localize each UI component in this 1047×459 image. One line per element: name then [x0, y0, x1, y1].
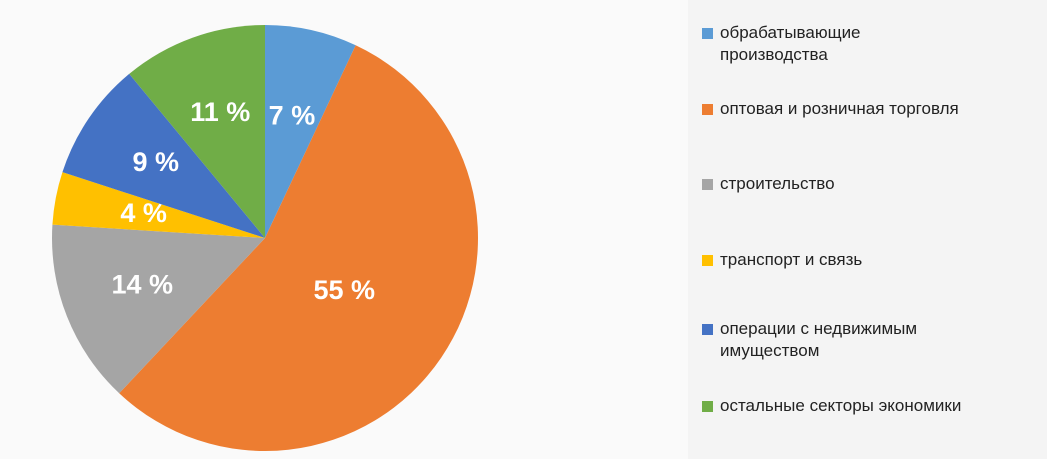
pie-slice	[51, 224, 265, 394]
data-label: 11 %	[190, 97, 250, 127]
legend-label: транспорт и связь	[720, 250, 863, 269]
legend-swatch	[702, 255, 713, 266]
legend-item: операции с недвижимым имуществом	[702, 318, 1032, 362]
pie-area: 7 %55 %14 %4 %9 %11 %	[51, 25, 479, 452]
data-label: 14 %	[111, 270, 173, 300]
legend-label: операции с недвижимым имуществом	[720, 319, 918, 360]
legend-label: строительство	[720, 174, 835, 193]
legend-item: транспорт и связь	[702, 249, 1032, 271]
legend-item: строительство	[702, 173, 1032, 195]
legend-label: обрабатывающие производства	[720, 23, 861, 64]
pie-slice	[52, 172, 266, 238]
data-label: 9 %	[133, 147, 180, 177]
legend-label: оптовая и розничная торговля	[720, 99, 959, 118]
pie-slice	[119, 45, 479, 452]
legend-swatch	[702, 179, 713, 190]
data-label: 55 %	[314, 275, 376, 305]
legend: обрабатывающие производства оптовая и роз…	[688, 0, 1047, 459]
data-label: 7 %	[269, 101, 316, 131]
legend-swatch	[702, 28, 713, 39]
legend-item: оптовая и розничная торговля	[702, 98, 1032, 120]
pie-slice	[129, 25, 265, 238]
legend-swatch	[702, 104, 713, 115]
legend-item: остальные секторы экономики	[702, 395, 1032, 417]
legend-swatch	[702, 401, 713, 412]
pie-slice	[265, 25, 356, 238]
legend-swatch	[702, 324, 713, 335]
legend-label: остальные секторы экономики	[720, 396, 962, 415]
pie-slice	[62, 73, 266, 238]
legend-item: обрабатывающие производства	[702, 22, 1032, 66]
